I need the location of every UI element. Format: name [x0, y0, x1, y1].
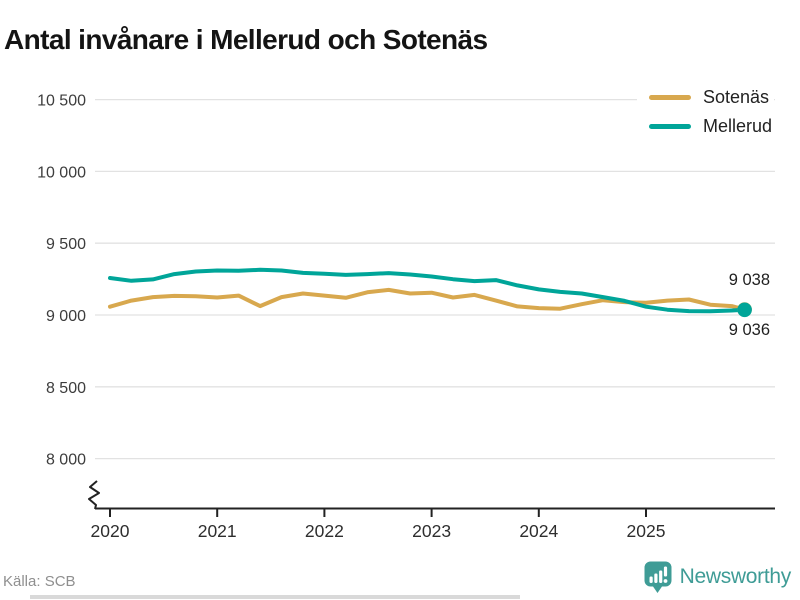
y-tick-label: 8 000 [46, 452, 86, 469]
y-tick-label: 9 000 [46, 308, 86, 325]
bottom-scroll-track [30, 595, 520, 599]
y-tick-label: 8 500 [46, 380, 86, 397]
legend-item-sotenas: Sotenäs [648, 87, 772, 108]
y-tick-label: 10 000 [37, 164, 86, 181]
x-tick-label: 2021 [198, 521, 237, 541]
legend-label: Mellerud [702, 116, 772, 136]
x-tick-label: 2023 [412, 521, 451, 541]
end-value-label-mellerud: 9 036 [728, 321, 770, 339]
legend-label: Sotenäs [702, 87, 770, 107]
legend-item-mellerud: Mellerud [648, 116, 772, 137]
chart-legend: Sotenäs Mellerud [636, 84, 774, 140]
y-tick-label: 9 500 [46, 236, 86, 253]
end-value-label-sotenas: 9 038 [728, 271, 770, 289]
mellerud-line-swatch [648, 124, 691, 129]
series-end-dot-mellerud [737, 302, 752, 318]
series-line-mellerud [108, 267, 747, 314]
axis-break-icon [88, 480, 100, 510]
x-tick-label: 2024 [519, 521, 558, 541]
page-title: Antal invånare i Mellerud och Sotenäs [4, 23, 488, 55]
newsworthy-branding: Newsworthy [643, 560, 791, 594]
y-tick-label: 10 500 [37, 93, 86, 110]
newsworthy-logo-icon [644, 561, 672, 593]
series-line-sotenäs [108, 287, 747, 312]
newsworthy-wordmark: Newsworthy [679, 565, 792, 588]
x-tick-label: 2020 [91, 521, 130, 541]
source-note: Källa: SCB [3, 573, 76, 590]
x-tick-label: 2025 [627, 521, 666, 541]
sotenas-line-swatch [648, 95, 691, 100]
x-tick-label: 2022 [305, 521, 344, 541]
